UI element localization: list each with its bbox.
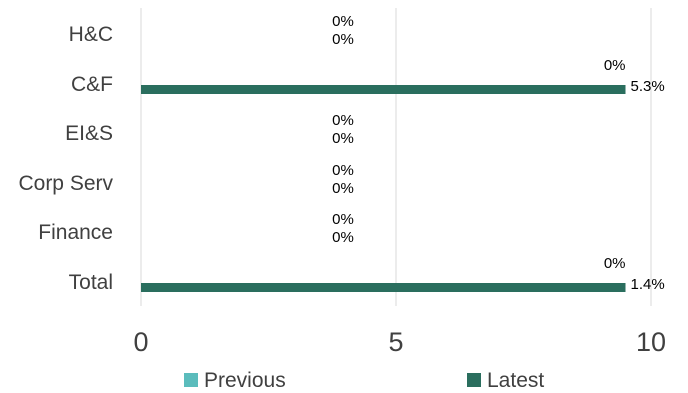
category-label: Corp Serv	[18, 172, 113, 195]
legend-swatch	[184, 373, 198, 387]
data-label-latest: 0%	[332, 31, 354, 48]
legend-label: Latest	[487, 369, 544, 392]
bars	[141, 85, 626, 292]
bar-latest	[141, 85, 626, 94]
data-label-latest: 5.3%	[631, 78, 665, 95]
gridlines	[140, 8, 652, 306]
data-label-previous: 0%	[332, 162, 354, 179]
x-axis-ticks: 0 5 10	[133, 327, 666, 357]
data-label-latest: 0%	[332, 130, 354, 147]
x-tick-label: 5	[388, 327, 403, 357]
category-label: Total	[69, 271, 113, 294]
data-label-latest: 1.4%	[631, 276, 665, 293]
category-labels: H&C C&F EI&S Corp Serv Finance Total	[18, 23, 113, 294]
category-label: C&F	[71, 73, 113, 96]
bar-latest	[141, 283, 626, 292]
legend-label: Previous	[204, 369, 286, 392]
data-label-previous: 0%	[332, 112, 354, 129]
legend[interactable]: Previous Latest	[184, 369, 544, 392]
data-label-previous: 0%	[604, 255, 626, 272]
x-tick-label: 10	[636, 327, 666, 357]
legend-item-latest[interactable]: Latest	[467, 369, 544, 392]
data-label-previous: 0%	[332, 211, 354, 228]
data-label-latest: 0%	[332, 229, 354, 246]
category-label: EI&S	[65, 122, 113, 145]
legend-swatch	[467, 373, 481, 387]
category-label: Finance	[38, 221, 113, 244]
x-tick-label: 0	[133, 327, 148, 357]
data-label-latest: 0%	[332, 180, 354, 197]
data-labels: 0%0%0%5.3%0%0%0%0%0%0%0%1.4%	[332, 13, 665, 293]
category-label: H&C	[69, 23, 113, 46]
data-label-previous: 0%	[604, 57, 626, 74]
data-label-previous: 0%	[332, 13, 354, 30]
legend-item-previous[interactable]: Previous	[184, 369, 286, 392]
